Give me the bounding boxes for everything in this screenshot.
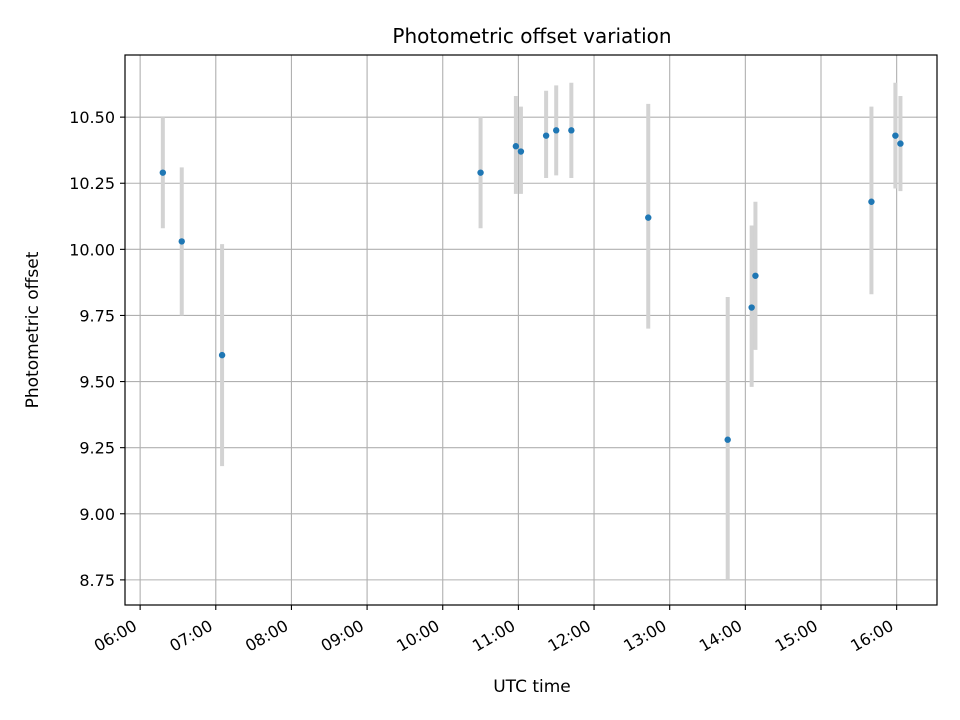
y-tick-label: 10.00 [69,240,115,259]
y-tick-label: 9.25 [79,439,115,458]
y-axis-title: Photometric offset [23,251,43,408]
chart-title: Photometric offset variation [392,24,671,48]
y-tick-label: 8.75 [79,571,115,590]
data-point [752,272,759,279]
data-point [568,127,575,134]
y-tick-label: 10.50 [69,108,115,127]
data-point [892,132,899,139]
data-point [897,140,904,147]
data-point [553,127,560,134]
x-axis-title: UTC time [493,677,571,697]
data-point [645,214,652,221]
data-point [477,169,484,176]
data-point [748,304,755,311]
y-tick-label: 10.25 [69,174,115,193]
y-tick-label: 9.75 [79,306,115,325]
data-point [724,436,731,443]
data-point [159,169,167,176]
y-tick-label: 9.50 [79,373,115,392]
data-point [178,238,185,245]
data-points [159,127,904,443]
y-axis: 8.75 9.00 9.25 9.50 9.75 10.00 10.25 10.50 [69,108,125,590]
data-point [517,148,525,155]
plot-frame [124,54,938,606]
data-point [868,198,875,205]
data-point [542,132,550,139]
data-point [512,143,520,150]
y-tick-label: 9.00 [79,505,115,524]
data-point [218,351,226,359]
